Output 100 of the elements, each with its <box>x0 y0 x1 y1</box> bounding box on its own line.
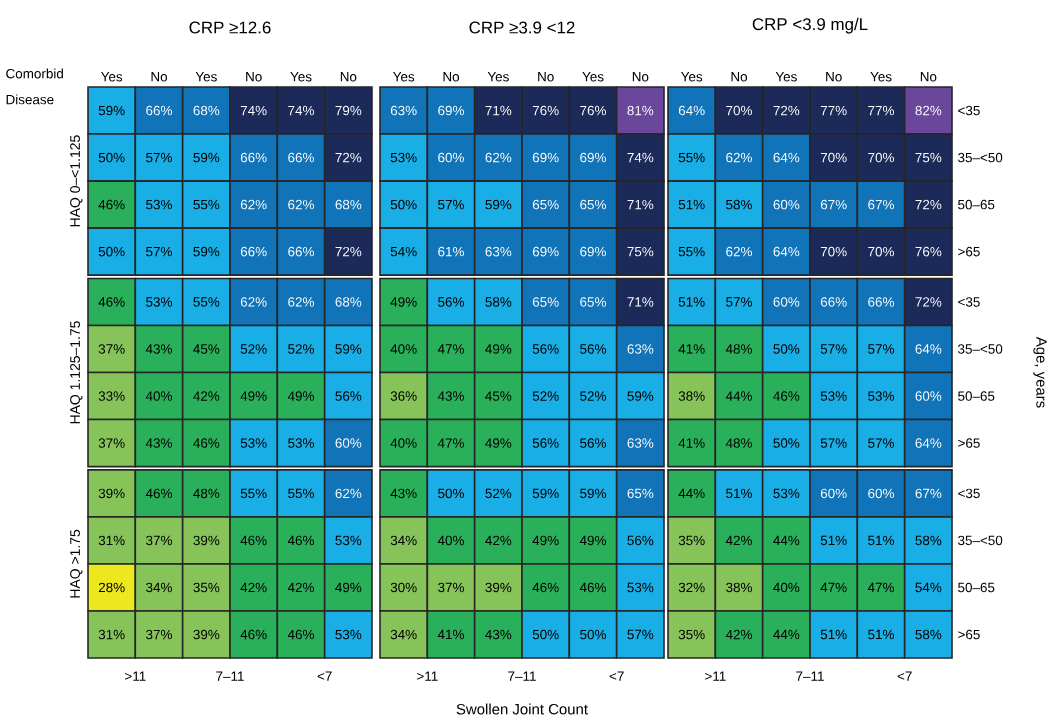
data-label: 66% <box>146 105 172 116</box>
x-tick-label: No <box>538 72 554 82</box>
data-label: 60% <box>335 438 362 448</box>
data-label: 47% <box>867 582 894 593</box>
data-label: 77% <box>868 105 894 116</box>
y-tick-label: 35–<50 <box>958 535 1003 546</box>
text: >11 <box>125 671 146 681</box>
x-axis-title: Swollen Joint Count <box>456 703 588 715</box>
data-label: 42% <box>725 535 752 546</box>
data-label: 37% <box>146 535 172 546</box>
data-label: 46% <box>145 488 172 499</box>
text: <7 <box>609 671 624 681</box>
data-label: 50% <box>773 344 800 354</box>
data-label: 70% <box>820 152 847 163</box>
data-label: 62% <box>240 199 267 210</box>
x-tick-label: No <box>443 72 460 82</box>
data-label: 53% <box>146 297 172 307</box>
data-label: 50% <box>773 438 800 448</box>
data-label: 64% <box>915 344 942 354</box>
data-label: 50% <box>532 629 559 640</box>
data-label: 82% <box>915 105 942 116</box>
data-label: 58% <box>915 535 942 546</box>
data-label: 70% <box>868 246 894 257</box>
text: >11 <box>417 671 438 681</box>
data-label: 71% <box>627 199 654 210</box>
data-label: 49% <box>485 438 512 448</box>
data-label: 76% <box>532 105 559 116</box>
data-label: 59% <box>193 152 220 163</box>
data-label: 52% <box>485 488 512 499</box>
data-label: 65% <box>627 488 654 499</box>
data-label: 57% <box>820 438 847 448</box>
data-label: 46% <box>579 582 606 593</box>
x-tick-label: Yes <box>487 72 509 82</box>
data-label: 56% <box>580 344 606 354</box>
data-label: 60% <box>438 152 464 163</box>
chart-title: CRP <3.9 mg/L <box>752 17 868 34</box>
data-label: 62% <box>240 297 267 307</box>
data-label: 66% <box>288 152 314 163</box>
x-axis-title: Comorbid Disease <box>6 68 63 105</box>
data-label: 41% <box>678 438 705 448</box>
data-label: 49% <box>287 391 314 401</box>
data-label: 44% <box>773 535 800 546</box>
y-axis-title: Age, years <box>1033 336 1047 408</box>
data-label: 46% <box>98 297 125 307</box>
data-label: 59% <box>193 246 220 257</box>
text: <7 <box>317 671 332 681</box>
data-label: 53% <box>240 438 267 448</box>
data-label: 39% <box>98 488 125 499</box>
data-label: 49% <box>390 297 417 307</box>
data-label: 65% <box>532 297 559 307</box>
data-label: 33% <box>98 391 125 401</box>
data-label: 65% <box>532 199 559 210</box>
data-label: 64% <box>678 105 705 116</box>
data-label: 57% <box>868 438 894 448</box>
data-label: 30% <box>390 582 417 593</box>
data-label: 55% <box>678 152 705 163</box>
chart-title: CRP ≥12.6 <box>189 21 271 34</box>
data-label: 47% <box>437 344 464 354</box>
data-label: 62% <box>485 152 512 163</box>
x-tick-label: No <box>632 72 649 82</box>
data-label: 34% <box>390 629 417 640</box>
y-tick-label: <35 <box>958 297 980 307</box>
data-label: 43% <box>437 391 464 401</box>
data-label: 56% <box>580 438 606 448</box>
x-tick-label: Yes <box>290 72 312 82</box>
data-label: 66% <box>240 152 267 163</box>
data-label: 60% <box>868 488 894 499</box>
data-label: 55% <box>678 246 705 257</box>
data-label: 64% <box>915 438 942 448</box>
text: HAQ 1.125–1.75 <box>70 321 83 424</box>
data-label: 46% <box>193 438 220 448</box>
data-label: 64% <box>773 152 800 163</box>
data-label: 46% <box>287 535 314 546</box>
y-tick-label: 50–65 <box>958 582 995 593</box>
data-label: 46% <box>240 535 267 546</box>
text: HAQ 0–<1.125 <box>70 135 83 227</box>
data-label: 57% <box>868 344 894 354</box>
y-tick-label: 35–<50 <box>958 152 1003 163</box>
x-tick-label: Yes <box>775 72 797 82</box>
data-label: 53% <box>820 391 847 401</box>
data-label: 53% <box>773 488 800 499</box>
data-label: 51% <box>726 488 752 499</box>
data-label: 49% <box>485 344 512 354</box>
data-label: 49% <box>532 535 559 546</box>
data-label: 50% <box>98 152 125 163</box>
data-label: 71% <box>627 297 654 307</box>
data-label: 60% <box>773 297 800 307</box>
data-label: 42% <box>240 582 267 593</box>
data-label: 69% <box>438 105 464 116</box>
data-label: 49% <box>240 391 267 401</box>
data-label: 40% <box>145 391 172 401</box>
data-label: 43% <box>145 438 172 448</box>
data-label: 43% <box>390 488 417 499</box>
data-label: 51% <box>678 297 705 307</box>
data-label: 59% <box>335 344 362 354</box>
data-label: 37% <box>98 438 125 448</box>
data-label: 51% <box>678 199 705 210</box>
data-label: 45% <box>485 391 512 401</box>
y-tick-label: >65 <box>958 438 980 448</box>
data-label: 39% <box>193 535 220 546</box>
